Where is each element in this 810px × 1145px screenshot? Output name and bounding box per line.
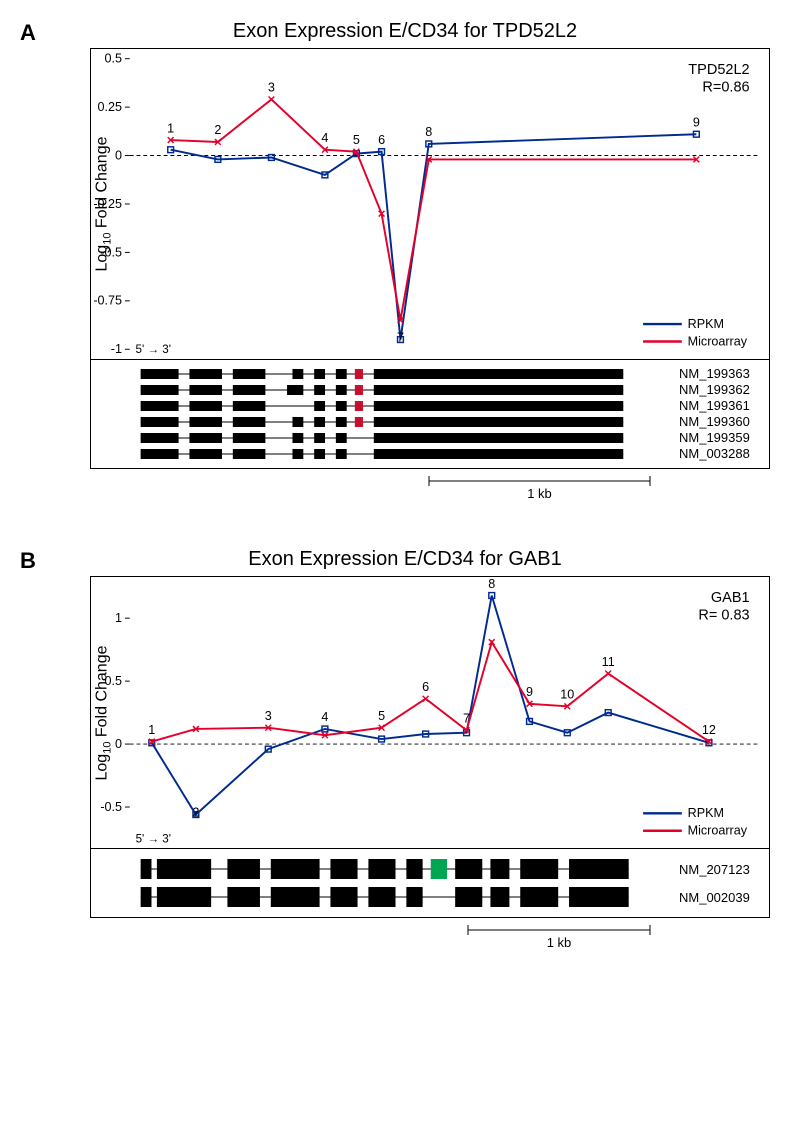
transcript-id: NM_003288 (675, 446, 769, 461)
transcript-row: NM_199360 (91, 414, 769, 430)
svg-text:0.25: 0.25 (98, 100, 122, 114)
svg-text:GAB1: GAB1 (711, 590, 750, 606)
svg-text:3: 3 (268, 81, 275, 95)
svg-text:Microarray: Microarray (688, 824, 748, 838)
svg-text:5: 5 (378, 709, 385, 723)
transcript-row: NM_199361 (91, 398, 769, 414)
transcript-id: NM_199361 (675, 398, 769, 413)
svg-text:Microarray: Microarray (688, 334, 748, 348)
transcript-row: NM_003288 (91, 446, 769, 462)
svg-text:0: 0 (115, 148, 122, 162)
scale-bar: 1 kb (90, 473, 770, 508)
svg-text:6: 6 (422, 680, 429, 694)
transcript-row: NM_002039 (91, 883, 769, 911)
chart-svg: -1-0.75-0.5-0.2500.250.5123456789TPD52L2… (91, 49, 769, 359)
chart-area: Log10 Fold Change-1-0.75-0.5-0.2500.250.… (90, 48, 770, 360)
svg-text:4: 4 (321, 710, 328, 724)
svg-text:2: 2 (214, 123, 221, 137)
svg-text:R= 0.83: R= 0.83 (698, 608, 749, 624)
svg-text:9: 9 (693, 115, 700, 129)
svg-text:5: 5 (353, 133, 360, 147)
svg-text:1: 1 (115, 611, 122, 625)
svg-text:TPD52L2: TPD52L2 (688, 62, 749, 78)
transcript-row: NM_199363 (91, 366, 769, 382)
svg-text:3: 3 (265, 709, 272, 723)
y-axis-label: Log10 Fold Change (93, 136, 113, 271)
svg-text:8: 8 (488, 577, 495, 591)
svg-text:10: 10 (560, 687, 574, 701)
svg-text:6: 6 (378, 133, 385, 147)
svg-text:-1: -1 (111, 342, 122, 356)
svg-text:4: 4 (321, 131, 328, 145)
svg-text:0: 0 (115, 737, 122, 751)
chart-title: Exon Expression E/CD34 for TPD52L2 (20, 20, 790, 43)
svg-text:1 kb: 1 kb (547, 935, 572, 950)
transcript-id: NM_199362 (675, 382, 769, 397)
svg-text:11: 11 (602, 655, 615, 669)
svg-text:1: 1 (167, 121, 174, 135)
transcript-row: NM_207123 (91, 855, 769, 883)
transcript-tracks: NM_207123 NM_002039 (90, 849, 770, 918)
svg-text:RPKM: RPKM (688, 317, 724, 331)
transcript-row: NM_199362 (91, 382, 769, 398)
transcript-id: NM_002039 (675, 890, 769, 905)
panel-label: A (20, 20, 36, 46)
svg-text:1: 1 (148, 723, 155, 737)
chart-title: Exon Expression E/CD34 for GAB1 (20, 548, 790, 571)
scale-bar: 1 kb (90, 922, 770, 957)
transcript-id: NM_199360 (675, 414, 769, 429)
svg-text:1 kb: 1 kb (527, 486, 552, 501)
svg-text:R=0.86: R=0.86 (702, 80, 749, 96)
panel-label: B (20, 548, 36, 574)
svg-text:RPKM: RPKM (688, 806, 724, 820)
transcript-id: NM_199363 (675, 366, 769, 381)
svg-text:-0.75: -0.75 (93, 294, 122, 308)
transcript-id: NM_207123 (675, 862, 769, 877)
transcript-id: NM_199359 (675, 430, 769, 445)
svg-text:0.5: 0.5 (104, 52, 122, 66)
transcript-tracks: NM_199363NM_199362NM_199361NM_199360NM_1… (90, 360, 770, 469)
svg-text:5' → 3': 5' → 3' (136, 832, 171, 845)
svg-text:8: 8 (425, 125, 432, 139)
transcript-row: NM_199359 (91, 430, 769, 446)
svg-text:7: 7 (463, 711, 470, 725)
svg-text:7: 7 (397, 331, 404, 345)
svg-text:9: 9 (526, 685, 533, 699)
svg-text:2: 2 (192, 805, 199, 819)
chart-area: Log10 Fold Change-0.500.5112345678910111… (90, 576, 770, 849)
svg-text:-0.5: -0.5 (100, 800, 122, 814)
svg-text:5' → 3': 5' → 3' (136, 343, 171, 356)
svg-text:12: 12 (702, 723, 716, 737)
y-axis-label: Log10 Fold Change (93, 645, 113, 780)
chart-svg: -0.500.51123456789101112GAB1R= 0.835' → … (91, 577, 769, 848)
